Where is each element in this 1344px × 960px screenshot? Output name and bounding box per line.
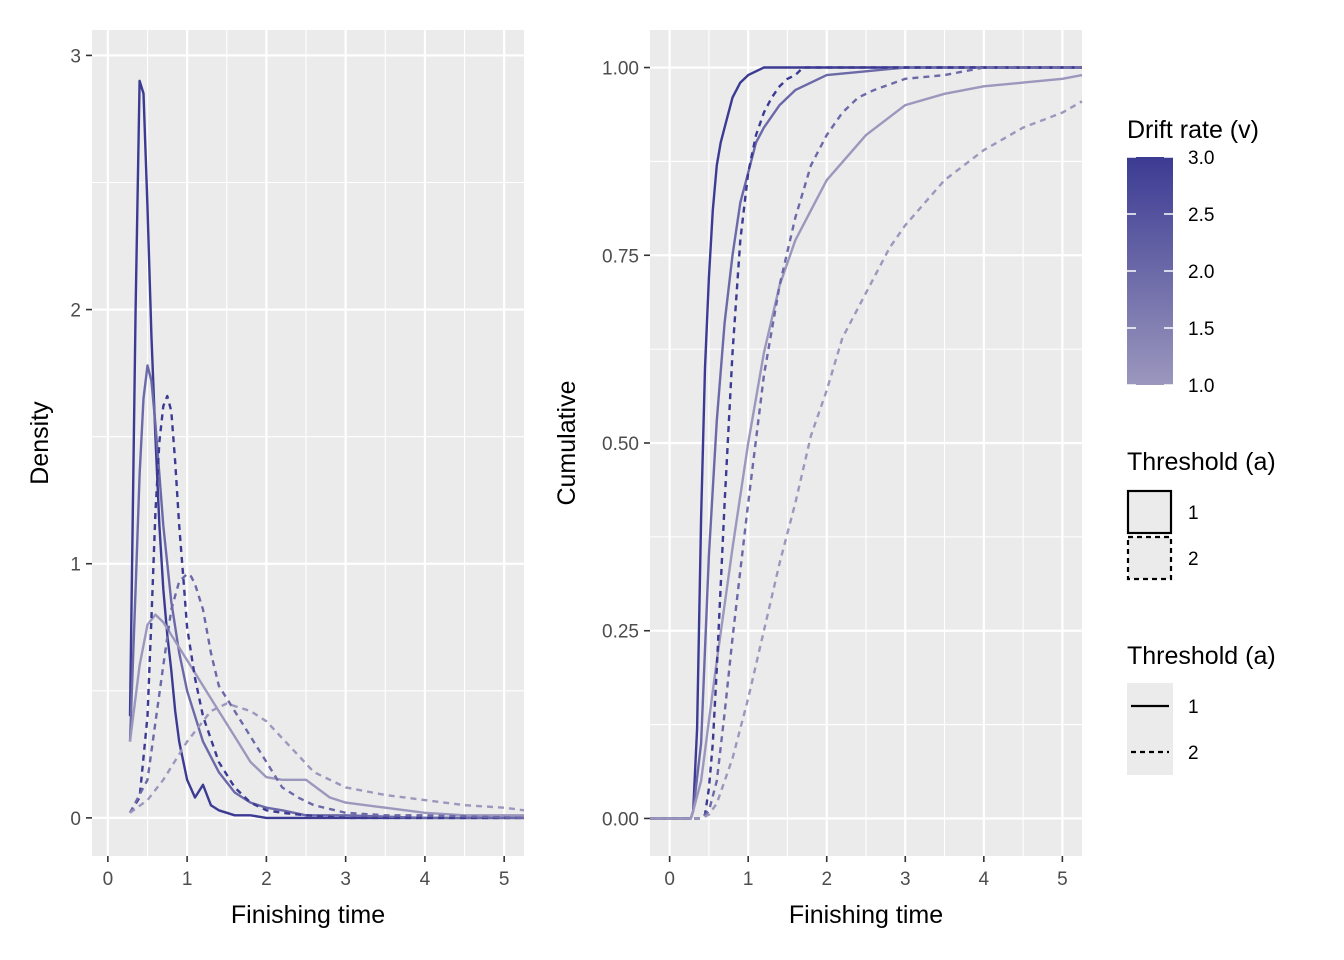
- cumulative-axes: 0 1 2 3 4 5 0.00 0.25 0.50 0.75 1.00: [602, 59, 1068, 890]
- density-y-tick-label: 2: [70, 301, 81, 322]
- threshold-fill-key-2: [1126, 535, 1173, 581]
- colorbar-tick-label: 2.5: [1188, 205, 1214, 226]
- density-panel: 0 1 2 3 4 5 0 1 2 3 Finishing time Density: [26, 30, 525, 929]
- cumulative-y-tick-label: 1.00: [602, 59, 639, 80]
- density-line-v3-a2: [128, 394, 524, 820]
- legend: Drift rate (v) 3.0 2.5 2.0 1.5 1.0 Threshold…: [1126, 116, 1276, 775]
- cumulative-x-tick-label: 2: [821, 869, 832, 890]
- cumulative-x-tick-label: 5: [1057, 869, 1068, 890]
- cumulative-x-tick-label: 3: [900, 869, 911, 890]
- cumulative-x-tick-label: 0: [664, 869, 675, 890]
- colorbar-tick-label: 3.0: [1188, 148, 1214, 169]
- colorbar-tick-label: 1.0: [1188, 376, 1214, 397]
- threshold-fill-key-1: [1126, 489, 1173, 535]
- density-x-tick-label: 4: [420, 869, 431, 890]
- threshold-fill-label-2: 2: [1188, 549, 1199, 570]
- density-y-axis-title: Density: [26, 401, 54, 485]
- cumulative-line-v2-a2: [650, 66, 1082, 820]
- density-x-tick-label: 1: [182, 869, 193, 890]
- density-axes: 0 1 2 3 4 5 0 1 2 3: [70, 46, 509, 890]
- density-lines: [128, 79, 525, 820]
- cumulative-y-tick-label: 0.00: [602, 809, 639, 830]
- threshold-fill-legend-title: Threshold (a): [1127, 448, 1276, 476]
- threshold-linetype-legend-title: Threshold (a): [1127, 642, 1276, 670]
- threshold-linetype-label-2: 2: [1188, 743, 1199, 764]
- cumulative-y-tick-label: 0.50: [602, 434, 639, 455]
- density-x-tick-label: 0: [103, 869, 114, 890]
- density-y-tick-label: 3: [70, 46, 81, 67]
- cumulative-lines: [650, 66, 1083, 820]
- colorbar-tick-label: 1.5: [1188, 319, 1214, 340]
- density-line-v1-a1: [128, 613, 524, 817]
- cumulative-x-tick-label: 4: [979, 869, 990, 890]
- cumulative-line-v2-a1: [650, 66, 1082, 820]
- cumulative-x-axis-title: Finishing time: [789, 901, 943, 929]
- drift-rate-legend-title: Drift rate (v): [1127, 116, 1259, 144]
- density-x-axis-title: Finishing time: [231, 901, 385, 929]
- density-line-v1-a2: [129, 702, 525, 814]
- threshold-linetype-key-background: [1127, 683, 1173, 775]
- density-x-tick-label: 3: [340, 869, 351, 890]
- density-x-tick-label: 2: [261, 869, 272, 890]
- cumulative-y-axis-title: Cumulative: [553, 380, 581, 505]
- cumulative-line-v1-a1: [650, 73, 1083, 820]
- density-line-v2-a1: [128, 364, 524, 820]
- density-y-tick-label: 1: [70, 555, 81, 576]
- density-y-tick-label: 0: [70, 809, 81, 830]
- density-panel-background: [92, 30, 524, 856]
- density-x-tick-label: 5: [499, 869, 510, 890]
- density-line-v3-a1: [128, 79, 524, 820]
- cumulative-line-v3-a1: [650, 66, 1082, 820]
- cumulative-x-tick-label: 1: [743, 869, 754, 890]
- cumulative-line-v1-a2: [650, 100, 1083, 820]
- threshold-linetype-label-1: 1: [1188, 697, 1199, 718]
- cumulative-panel: 0 1 2 3 4 5 0.00 0.25 0.50 0.75 1.00 Finishing tim…: [553, 30, 1083, 929]
- cumulative-y-tick-label: 0.75: [602, 246, 639, 267]
- threshold-fill-label-1: 1: [1188, 503, 1199, 524]
- drift-rate-colorbar-ticks: 3.0 2.5 2.0 1.5 1.0: [1127, 148, 1214, 397]
- colorbar-tick-label: 2.0: [1188, 262, 1214, 283]
- cumulative-y-tick-label: 0.25: [602, 622, 639, 643]
- density-line-v2-a2: [128, 572, 525, 820]
